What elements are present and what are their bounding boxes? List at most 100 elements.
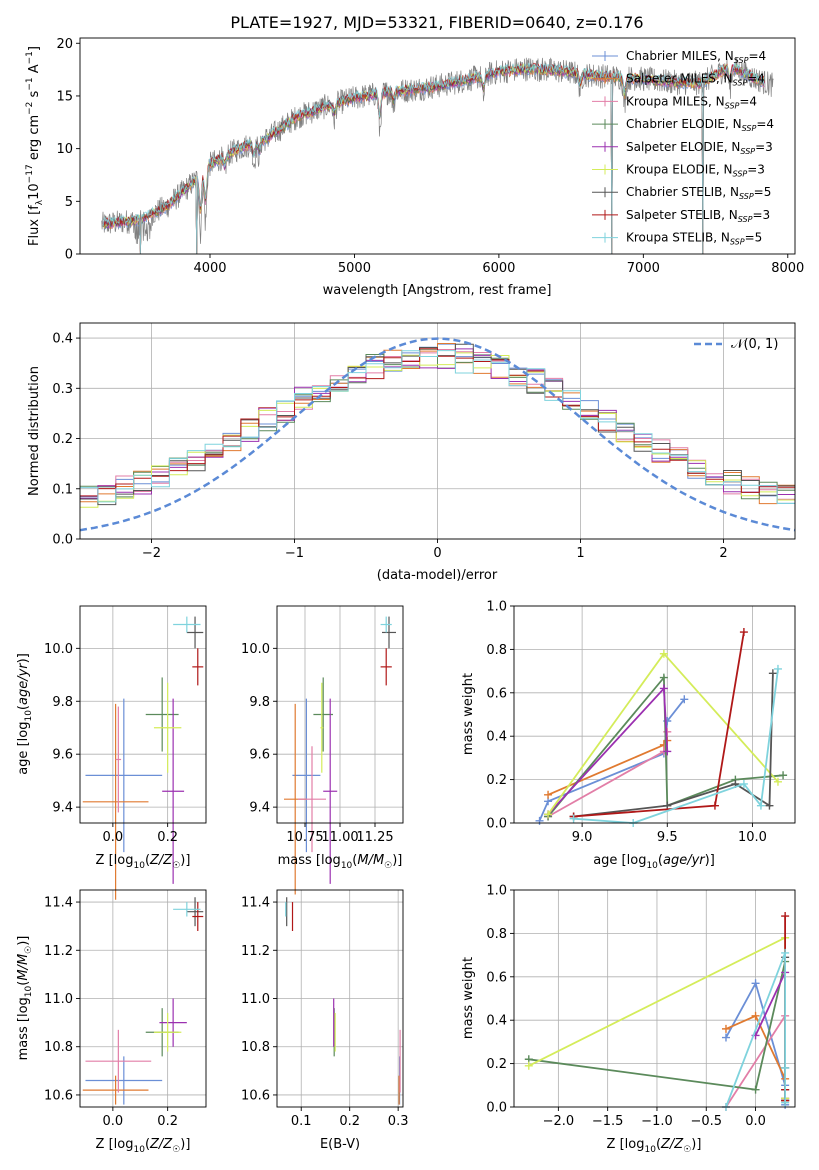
kroupa-elodie-weight-point (659, 649, 668, 658)
legend-label-salpeter-elodie: Salpeter ELODIE, NSSP=3 (626, 140, 773, 156)
hist-xtick-label: −1 (285, 546, 304, 561)
agem-ytick-label: 9.8 (249, 695, 270, 710)
chabrier-elodie-weight-point (779, 771, 788, 780)
hist-xtick-label: −2 (142, 546, 161, 561)
mass-vs-ebv-panel: 0.1 0.2 0.3 10.6 10.8 11.0 11.2 11.4 E(B-V) (241, 889, 409, 1152)
massz-ytick-label: 11.4 (44, 896, 73, 911)
wage-xtick-label: 9.0 (572, 830, 593, 845)
kroupa-elodie-errorbar (153, 682, 182, 773)
legend-label-kroupa-miles: Kroupa MILES, NSSP=4 (626, 94, 757, 110)
agez-ytick-label: 10.0 (44, 642, 73, 657)
salpeter-miles-errorbar (82, 703, 149, 900)
wz-xtick-label: −0.5 (690, 1114, 722, 1129)
hist-xtick-label: 1 (576, 546, 584, 561)
massebv-ytick-label: 10.8 (241, 1040, 270, 1055)
spectrum-ytick-label: 15 (56, 89, 73, 104)
spectrum-xtick-label: 7000 (627, 261, 660, 276)
massebv-ytick-label: 10.6 (241, 1088, 270, 1103)
salpeter-stelib-weight-point (739, 628, 748, 637)
wage-ytick-label: 1.0 (486, 600, 507, 615)
age-vs-z-axes-frame (79, 605, 207, 824)
salpeter-stelib-errorbar (192, 648, 204, 686)
wz-xtick-label: −2.0 (543, 1114, 575, 1129)
agez-ytick-label: 9.8 (52, 695, 73, 710)
weight-vs-z-ylabel: mass weight (461, 957, 476, 1039)
chabrier-stelib-errorbar (186, 616, 204, 649)
salpeter-elodie-errorbar (159, 998, 187, 1047)
wage-ytick-label: 0.0 (486, 817, 507, 832)
chabrier-stelib-errorbar (382, 616, 396, 649)
normal-legend-label: 𝒩(0, 1) (731, 337, 778, 352)
salpeter-stelib-weight-point (710, 801, 719, 810)
massebv-ytick-label: 11.0 (241, 992, 270, 1007)
mass-vs-ebv-xlabel: E(B-V) (320, 1137, 360, 1152)
salpeter-stelib-errorbar (192, 902, 204, 931)
age-vs-z-xlabel: Z [log10(Z/Z☉)] (96, 853, 191, 871)
chabrier-miles-weight-point (751, 979, 760, 988)
wage-ytick-label: 0.8 (486, 643, 507, 658)
legend: Chabrier MILES, NSSP=4 Salpeter MILES, NS… (592, 49, 774, 247)
salpeter-miles-weight-point (544, 790, 553, 799)
hist-ytick-label: 0.2 (52, 432, 73, 447)
spectrum-axes-frame (79, 37, 796, 255)
salpeter-elodie-weight-point (663, 747, 672, 756)
spectrum-ylabel: Flux [fλ10−17 erg cm−2 s−1 A−1] (25, 46, 45, 246)
weight-vs-age-axes-frame (513, 605, 796, 824)
massebv-xtick-label: 0.3 (388, 1114, 409, 1129)
hist-xtick-label: 2 (719, 546, 727, 561)
kroupa-elodie-errorbar (153, 1012, 182, 1052)
chabrier-miles-weight-line (538, 698, 686, 822)
kroupa-stelib-histogram-step (80, 350, 795, 504)
massz-ytick-label: 10.6 (44, 1088, 73, 1103)
kroupa-elodie-weight-point (524, 1061, 533, 1070)
kroupa-stelib-weight-point (756, 801, 765, 810)
age-vs-z-panel: 0.0 0.2 9.4 9.6 9.8 10.0 Z [log10(Z/Z☉)] age … (16, 605, 207, 900)
kroupa-miles-errorbar (85, 1029, 152, 1093)
weight-vs-age-xlabel: age [log10(age/yr)] (593, 853, 715, 871)
histogram-ylabel: Normed distribution (27, 366, 42, 496)
massebv-ytick-label: 11.4 (241, 896, 270, 911)
wz-xtick-label: 0.0 (745, 1114, 766, 1129)
spectrum-panel: 4000 5000 6000 7000 8000 0 5 10 15 20 Chabrier MI… (25, 37, 804, 298)
hist-ytick-label: 0.0 (52, 533, 73, 548)
kroupa-stelib-errorbar (173, 902, 201, 917)
agem-xtick-label: 11.00 (321, 830, 358, 845)
kroupa-stelib-errorbar (173, 616, 201, 633)
kroupa-stelib-errorbar (380, 616, 392, 633)
legend-label-kroupa-stelib: Kroupa STELIB, NSSP=5 (626, 231, 762, 247)
wz-ytick-label: 1.0 (486, 884, 507, 899)
kroupa-miles-errorbar (115, 706, 122, 813)
spectrum-xtick-label: 8000 (771, 261, 804, 276)
massebv-xtick-label: 0.2 (339, 1114, 360, 1129)
weight-vs-z-axes-frame (513, 889, 796, 1108)
spectrum-xtick-label: 5000 (338, 261, 371, 276)
kroupa-elodie-weight-point (773, 777, 782, 786)
legend-label-chabrier-miles: Chabrier MILES, NSSP=4 (626, 49, 766, 65)
chabrier-miles-errorbar (85, 1056, 163, 1105)
chabrier-miles-weight-point (721, 1033, 730, 1042)
wz-ytick-label: 0.0 (486, 1101, 507, 1116)
massebv-xtick-label: 0.1 (291, 1114, 312, 1129)
spectrum-xtick-label: 6000 (482, 261, 515, 276)
spectrum-ytick-label: 10 (56, 142, 73, 157)
chabrier-stelib-errorbar (186, 897, 204, 927)
wz-ytick-label: 0.4 (486, 1014, 507, 1029)
massz-ytick-label: 11.2 (44, 944, 73, 959)
kroupa-miles-errorbar (298, 746, 326, 853)
chabrier-stelib-weight-point (768, 669, 777, 678)
kroupa-elodie-weight-point (544, 810, 553, 819)
weight-vs-age-ylabel: mass weight (461, 673, 476, 755)
mass-vs-z-xlabel: Z [log10(Z/Z☉)] (96, 1137, 191, 1155)
figure-title: PLATE=1927, MJD=53321, FIBERID=0640, z=0… (230, 13, 643, 32)
agem-xtick-label: 11.25 (356, 830, 393, 845)
wage-ytick-label: 0.6 (486, 686, 507, 701)
chabrier-miles-errorbar (292, 698, 321, 853)
kroupa-stelib-weight-point (781, 1063, 790, 1072)
wage-xtick-label: 10.0 (738, 830, 767, 845)
age-vs-mass-xlabel: mass [log10(M/M☉)] (278, 853, 403, 871)
salpeter-miles-errorbar (82, 1075, 149, 1105)
mass-vs-z-panel: 0.0 0.2 10.6 10.8 11.0 11.2 11.4 Z [log10(Z/Z☉… (16, 889, 207, 1155)
legend-label-salpeter-miles: Salpeter MILES, NSSP=4 (626, 72, 765, 88)
salpeter-stelib-weight-point (781, 912, 790, 921)
